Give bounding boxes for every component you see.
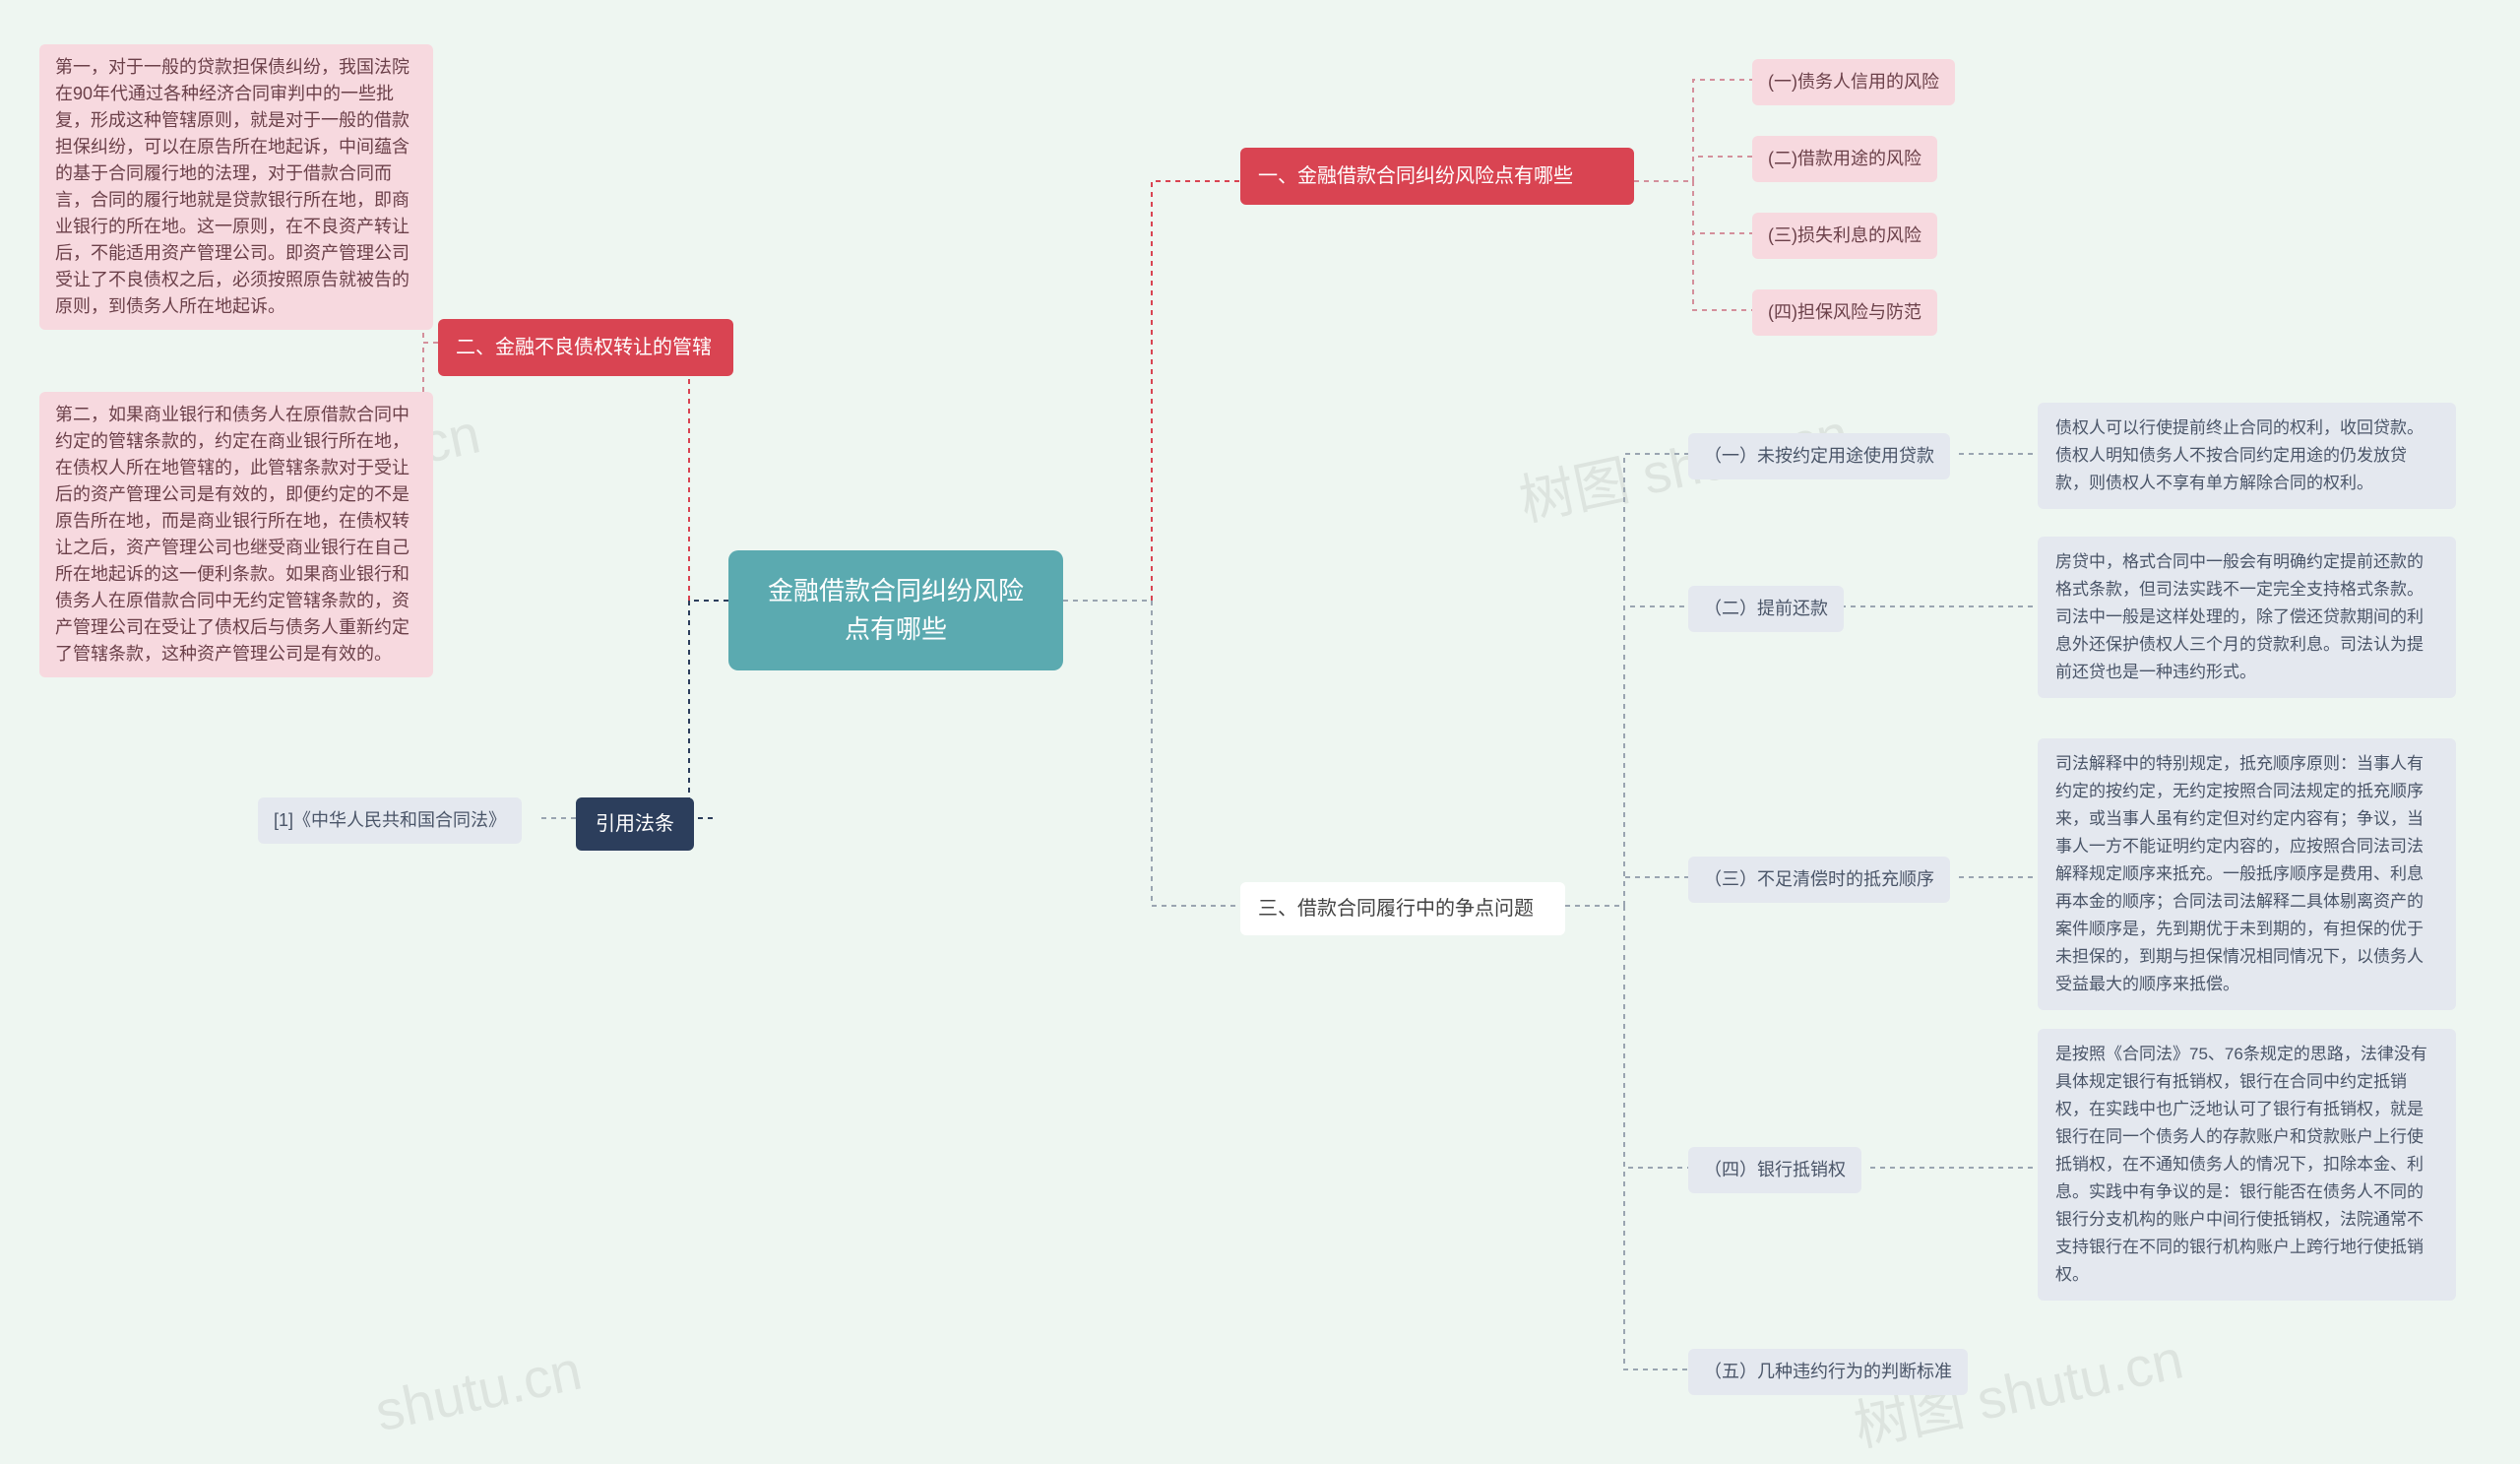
branch-2: 二、金融不良债权转让的管辖 (438, 319, 733, 376)
branch-4-child-1: [1]《中华人民共和国合同法》 (258, 797, 522, 844)
branch-2-child-1: 第一，对于一般的贷款担保债纠纷，我国法院在90年代通过各种经济合同审判中的一些批… (39, 44, 433, 330)
branch-3-child-3: （三）不足清偿时的抵充顺序 (1688, 857, 1950, 903)
branch-1-child-2: (二)借款用途的风险 (1752, 136, 1937, 182)
branch-3: 三、借款合同履行中的争点问题 (1240, 882, 1565, 935)
branch-3-child-2: （二）提前还款 (1688, 586, 1844, 632)
branch-1-child-3: (三)损失利息的风险 (1752, 213, 1937, 259)
branch-2-child-2: 第二，如果商业银行和债务人在原借款合同中约定的管辖条款的，约定在商业银行所在地，… (39, 392, 433, 677)
branch-3-child-1-detail: 债权人可以行使提前终止合同的权利，收回贷款。债权人明知债务人不按合同约定用途的仍… (2038, 403, 2456, 509)
branch-1-child-1: (一)债务人信用的风险 (1752, 59, 1955, 105)
branch-3-child-5: （五）几种违约行为的判断标准 (1688, 1349, 1968, 1395)
branch-3-child-3-detail: 司法解释中的特别规定，抵充顺序原则：当事人有约定的按约定，无约定按照合同法规定的… (2038, 738, 2456, 1010)
branch-3-child-4-detail: 是按照《合同法》75、76条规定的思路，法律没有具体规定银行有抵销权，银行在合同… (2038, 1029, 2456, 1301)
branch-1: 一、金融借款合同纠纷风险点有哪些 (1240, 148, 1634, 205)
branch-4: 引用法条 (576, 797, 694, 851)
center-node: 金融借款合同纠纷风险点有哪些 (728, 550, 1063, 670)
branch-3-child-2-detail: 房贷中，格式合同中一般会有明确约定提前还款的格式条款，但司法实践不一定完全支持格… (2038, 537, 2456, 698)
watermark: shutu.cn (370, 1338, 588, 1444)
branch-3-child-1: （一）未按约定用途使用贷款 (1688, 433, 1950, 479)
branch-1-child-4: (四)担保风险与防范 (1752, 289, 1937, 336)
branch-3-child-4: （四）银行抵销权 (1688, 1147, 1861, 1193)
